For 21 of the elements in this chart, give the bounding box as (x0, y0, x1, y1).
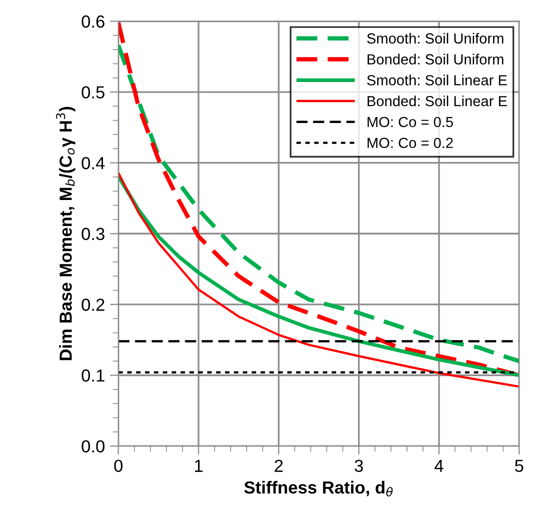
x-axis-title: Stiffness Ratio, d$_{θ}$ (244, 480, 393, 496)
y-tick-label: 0.2 (82, 298, 104, 311)
y-axis-title: Dim Base Moment, M$_{b}$/(C$_{o}$γ H$^{3}$) (56, 106, 76, 360)
y-tick-label: 0.3 (82, 228, 104, 240)
x-tick-label: 3 (354, 460, 363, 472)
x-tick-label: 2 (274, 460, 283, 472)
legend-label: Bonded: Soil Linear E (368, 96, 507, 106)
y-tick-label: 0.5 (82, 86, 104, 98)
x-tick-label: 1 (195, 460, 203, 472)
x-tick-label: 4 (434, 460, 444, 472)
y-tick-label: 0.6 (82, 15, 104, 28)
y-tick-label: 0.0 (82, 440, 104, 452)
legend-label: Smooth: Soil Uniform (367, 32, 504, 44)
legend-label: Smooth: Soil Linear E (367, 74, 507, 86)
y-tick-label: 0.4 (82, 157, 105, 170)
y-tick-label: 0.1 (82, 369, 104, 382)
x-tick-label: 5 (515, 460, 524, 472)
legend-label: MO: Co = 0.2 (368, 138, 453, 148)
legend-label: Bonded: Soil Uniform (368, 54, 504, 65)
x-tick-label: 0 (114, 460, 123, 472)
legend-label: MO: Co = 0.5 (368, 116, 453, 128)
